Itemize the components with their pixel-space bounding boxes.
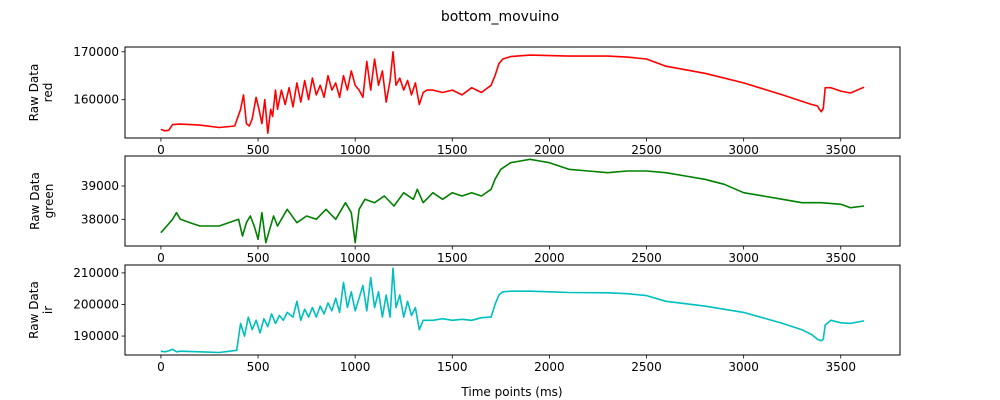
- y-tick-label: 170000: [73, 45, 119, 59]
- x-tick-label: 500: [247, 143, 270, 157]
- x-tick-label: 2000: [534, 143, 565, 157]
- y-axis-label-line: Raw Data: [27, 281, 41, 339]
- y-axis-label-line: Raw Data: [27, 64, 41, 122]
- axes-frame: [124, 155, 901, 247]
- x-tick-label: 2000: [534, 360, 565, 374]
- x-tick-label: 1500: [437, 251, 468, 265]
- x-tick-label: 500: [247, 360, 270, 374]
- x-tick-label: 2500: [631, 143, 662, 157]
- x-tick-label: 0: [157, 360, 165, 374]
- subplot-ir: 0 500 1000 1500 2000 2500 3000 3500 190000 200000…: [27, 264, 901, 374]
- x-axis-label: Time points (ms): [460, 385, 562, 399]
- y-tick-label: 200000: [73, 297, 119, 311]
- axes-frame: [124, 46, 901, 139]
- figure-title: bottom_movuino: [441, 9, 559, 25]
- y-axis-label-line: red: [41, 83, 55, 103]
- x-tick-label: 1500: [437, 143, 468, 157]
- x-tick-label: 0: [157, 143, 165, 157]
- y-axis-label: Raw Datair: [27, 281, 55, 339]
- x-tick-label: 1000: [340, 251, 371, 265]
- subplot-green: 0 500 1000 1500 2000 2500 3000 3500 38000 39000 Ra…: [28, 155, 901, 265]
- series-line-green: [160, 158, 865, 244]
- x-tick-label: 3000: [728, 251, 759, 265]
- y-tick-label: 38000: [81, 212, 119, 226]
- x-tick-label: 0: [157, 251, 165, 265]
- series-line-red: [160, 50, 865, 134]
- y-axis-label: Raw Datagreen: [28, 172, 56, 230]
- x-tick-label: 1000: [340, 143, 371, 157]
- y-axis-label: Raw Datared: [27, 64, 55, 122]
- series-line-ir: [160, 267, 865, 354]
- y-tick-label: 160000: [73, 93, 119, 107]
- x-tick-label: 3000: [728, 143, 759, 157]
- x-tick-label: 3500: [825, 360, 856, 374]
- x-tick-label: 2500: [631, 360, 662, 374]
- y-axis-label-line: Raw Data: [28, 172, 42, 230]
- y-tick-label: 210000: [73, 266, 119, 280]
- x-tick-label: 3000: [728, 360, 759, 374]
- x-tick-label: 3500: [825, 143, 856, 157]
- x-tick-label: 2500: [631, 251, 662, 265]
- x-tick-label: 500: [247, 251, 270, 265]
- x-tick-label: 1000: [340, 360, 371, 374]
- y-tick-label: 190000: [73, 329, 119, 343]
- y-axis-label-line: green: [42, 184, 56, 219]
- y-axis-label-line: ir: [41, 306, 55, 314]
- axes-frame: [124, 264, 901, 356]
- x-tick-label: 3500: [825, 251, 856, 265]
- x-tick-label: 2000: [534, 251, 565, 265]
- subplot-red: 0 500 1000 1500 2000 2500 3000 3500 160000 170000…: [27, 45, 901, 157]
- x-tick-label: 1500: [437, 360, 468, 374]
- y-tick-label: 39000: [81, 179, 119, 193]
